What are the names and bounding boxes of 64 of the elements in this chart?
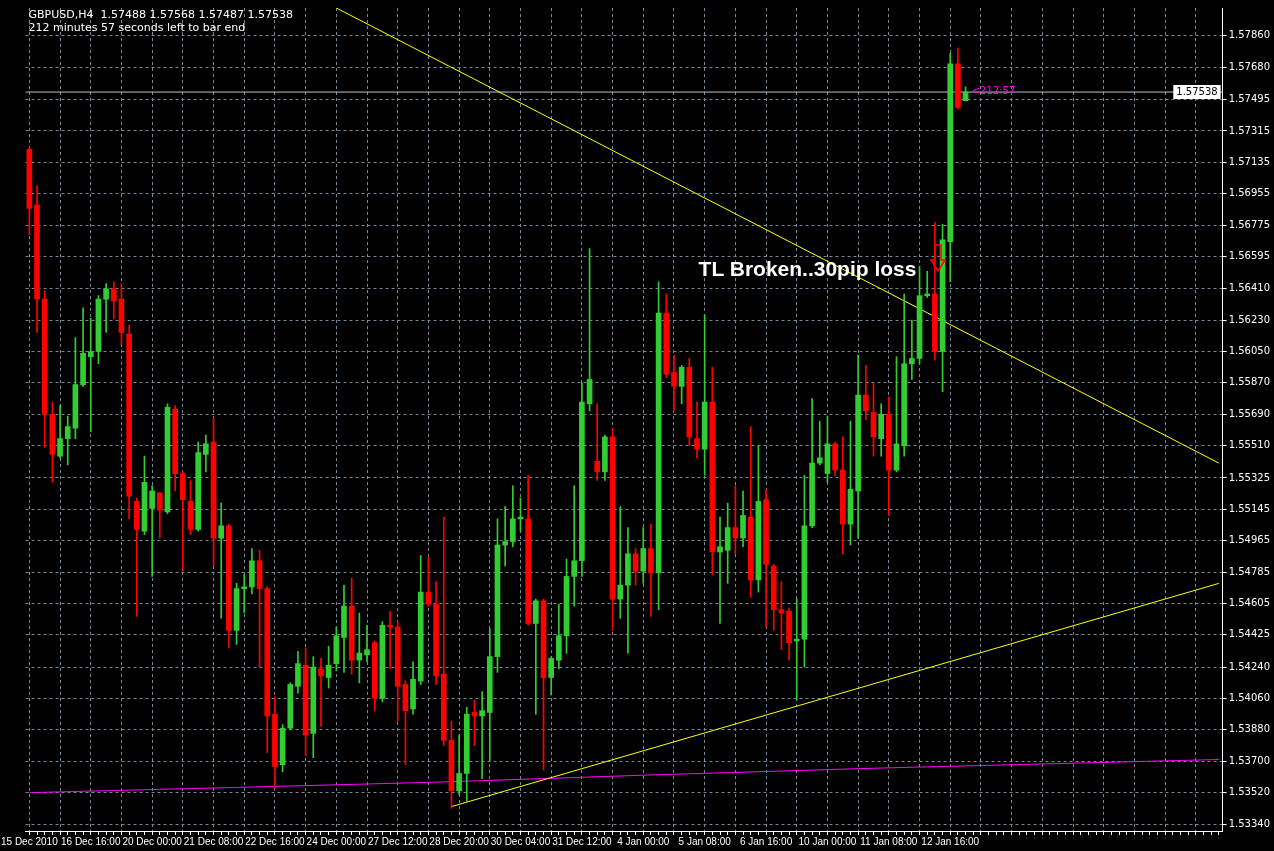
y-tick-label: 1.57315 (1228, 124, 1271, 136)
annotation: <212:57 (971, 85, 1016, 97)
y-tick-label: 1.53520 (1228, 786, 1271, 798)
y-tick-label: 1.56595 (1228, 250, 1271, 262)
candlestick (87, 318, 94, 433)
candlestick (103, 283, 109, 333)
candlestick (533, 598, 539, 715)
x-tick-label: 12 Jan 16:00 (921, 835, 980, 847)
ref-line-label: 1.57538 (1176, 85, 1218, 97)
x-tick-label: 28 Dec 20:00 (429, 835, 490, 847)
chart-title: GBPUSD,H4 1.57488 1.57568 1.57487 1.57538 (28, 8, 293, 22)
x-tick-label: 5 Jan 08:00 (678, 835, 732, 847)
candlestick (571, 485, 578, 607)
text: 212 minutes 57 seconds left to bar end (28, 21, 246, 35)
y-tick-label: 1.56410 (1228, 282, 1271, 294)
y-tick-label: 1.57495 (1228, 93, 1271, 105)
y-tick-label: 1.56230 (1228, 313, 1271, 325)
y-tick-label: 1.53880 (1228, 723, 1271, 735)
y-tick-label: 1.57860 (1228, 29, 1271, 41)
candlestick (694, 401, 700, 459)
x-tick-label: 6 Jan 16:00 (739, 835, 793, 847)
y-tick-label: 1.56775 (1228, 218, 1271, 230)
y-tick-label: 1.53340 (1228, 817, 1271, 829)
candlestick (364, 624, 370, 663)
candlestick (149, 485, 155, 577)
x-tick-label: 24 Dec 00:00 (306, 835, 367, 847)
candlestick (318, 658, 324, 727)
y-tick-label: 1.55325 (1228, 471, 1271, 483)
candlestick (617, 506, 624, 619)
candlestick (717, 516, 723, 624)
y-tick-label: 1.57135 (1228, 155, 1271, 167)
y-tick-label: 1.55690 (1228, 407, 1271, 419)
candlestick (133, 497, 140, 617)
x-tick-label: 31 Dec 12:00 (552, 835, 613, 847)
y-tick-label: 1.57680 (1228, 60, 1271, 72)
y-tick-label: 1.54425 (1228, 628, 1271, 640)
y-tick-label: 1.56955 (1228, 187, 1271, 199)
candlestick (479, 691, 485, 780)
y-tick-label: 1.55870 (1228, 376, 1271, 388)
x-tick-label: 27 Dec 12:00 (367, 835, 428, 847)
candlestick (594, 403, 601, 481)
x-tick-label: 11 Jan 08:00 (860, 835, 918, 847)
candlestick (502, 506, 508, 567)
y-tick-label: 1.54240 (1228, 660, 1271, 672)
x-tick-label: 30 Dec 04:00 (490, 835, 551, 847)
candlestick (625, 527, 631, 654)
y-tick-label: 1.55510 (1228, 439, 1271, 451)
y-tick-label: 1.54060 (1228, 692, 1271, 704)
x-tick-label: 10 Jan 00:00 (798, 835, 857, 847)
x-tick-label: 22 Dec 16:00 (245, 835, 306, 847)
y-tick-label: 1.54785 (1228, 565, 1271, 577)
x-tick-label: 4 Jan 00:00 (617, 835, 670, 847)
y-tick-label: 1.54965 (1228, 534, 1271, 546)
y-tick-label: 1.55145 (1228, 502, 1271, 514)
candlestick (218, 502, 225, 619)
y-tick-label: 1.54605 (1228, 597, 1271, 609)
x-tick-label: 15 Dec 2010 (1, 835, 59, 847)
candlestick (909, 319, 915, 380)
x-tick-label: 16 Dec 16:00 (61, 835, 121, 847)
x-tick-label: 20 Dec 00:00 (122, 835, 183, 847)
y-tick-label: 1.53700 (1228, 754, 1271, 766)
candlestick (816, 420, 823, 466)
x-tick-label: 21 Dec 08:00 (183, 835, 244, 847)
y-tick-label: 1.56050 (1228, 345, 1271, 357)
